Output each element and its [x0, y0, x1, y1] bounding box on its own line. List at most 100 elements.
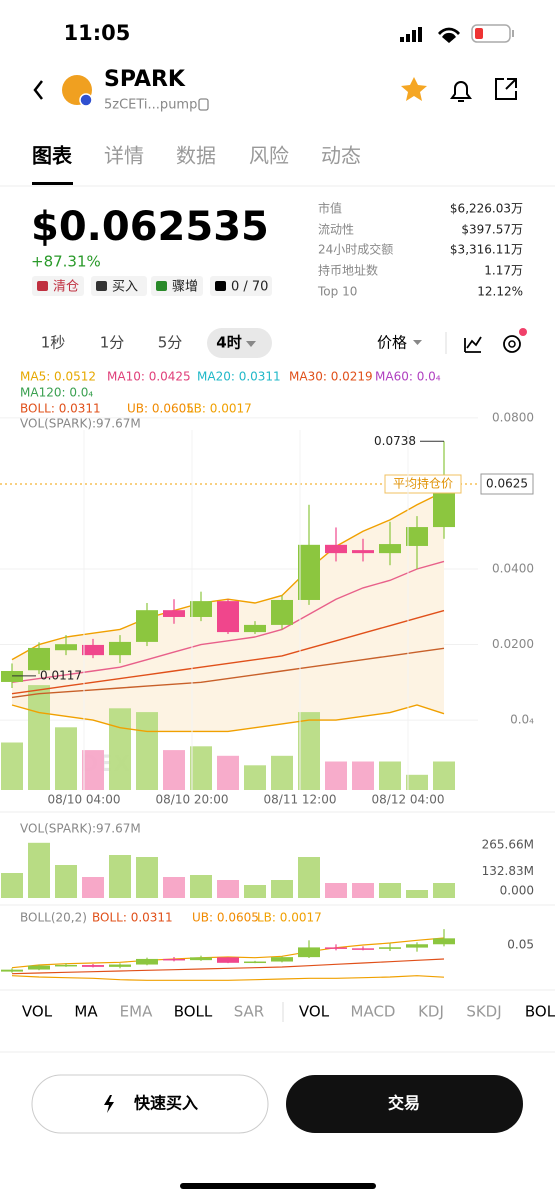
indicator-tab[interactable]: EMA	[120, 1003, 153, 1021]
stat-value: $3,316.11万	[450, 243, 523, 257]
stat-value: $6,226.03万	[450, 202, 523, 216]
boll-tick-label: 0.05	[507, 938, 534, 952]
avg-label: 平均持仓价	[393, 476, 453, 491]
price: $0.062535	[31, 204, 269, 250]
volume-bar	[325, 761, 347, 790]
indicator-icon[interactable]	[464, 336, 482, 353]
interval[interactable]: 4时	[216, 334, 241, 352]
badge	[210, 276, 272, 296]
favorite-star[interactable]	[401, 77, 427, 101]
indicator-tab[interactable]: MACD	[351, 1003, 396, 1021]
badge-icon	[215, 281, 226, 291]
candle-body	[1, 671, 23, 682]
indicator-tab[interactable]: SAR	[234, 1003, 264, 1021]
x-tick-label: 08/11 12:00	[264, 793, 337, 807]
volume-bar	[136, 712, 158, 790]
candle-body	[82, 644, 104, 656]
quick-buy-button[interactable]	[31, 1074, 269, 1134]
indicator-tab[interactable]: VOL	[22, 1003, 53, 1021]
indicator-tab[interactable]: SKDJ	[466, 1003, 501, 1021]
stat-label: Top 10	[317, 285, 357, 299]
volume-bar	[271, 755, 293, 790]
volume-bar	[352, 883, 374, 898]
candle-body	[298, 544, 320, 600]
stat-value: $397.57万	[461, 223, 523, 237]
candle-body	[433, 493, 455, 528]
volume-bar	[163, 750, 185, 790]
candle-body	[109, 964, 131, 967]
indicator-tab[interactable]: BOLL	[174, 1003, 213, 1021]
alert-icon[interactable]	[450, 81, 472, 102]
y-tick-label: 0.0800	[492, 410, 534, 424]
price-menu[interactable]: 价格	[377, 334, 407, 352]
stat-value: 12.12%	[477, 285, 523, 299]
home-indicator	[180, 1183, 376, 1189]
candle-body	[55, 644, 77, 651]
interval-active-bg	[207, 328, 272, 358]
share-icon[interactable]	[495, 78, 517, 100]
tab[interactable]: 数据	[176, 144, 216, 168]
candle-body	[352, 550, 374, 554]
candle-body	[217, 601, 239, 633]
candle-body	[28, 647, 50, 671]
volume-bar	[163, 877, 185, 898]
boll-line	[11, 937, 445, 969]
legend-item: MA120: 0.0₄	[20, 386, 93, 400]
boll-line	[11, 975, 445, 981]
volume-bar	[271, 880, 293, 898]
trade-label: 交易	[388, 1094, 420, 1113]
x-tick-label: 08/12 04:00	[372, 793, 445, 807]
settings-icon[interactable]	[503, 335, 521, 353]
legend-item: LB: 0.0017	[187, 402, 252, 416]
current-price-box	[480, 473, 534, 495]
tab[interactable]: 风险	[249, 144, 289, 168]
candle-body	[55, 964, 77, 967]
candle-body	[217, 957, 239, 963]
boll-line	[11, 958, 445, 975]
status-icons	[400, 24, 514, 43]
y-tick-label: 0.0200	[492, 637, 534, 651]
stat-label: 流动性	[318, 223, 354, 237]
tab[interactable]: 图表	[32, 144, 73, 168]
tab[interactable]: 详情	[104, 144, 144, 168]
volume-panel-title: VOL(SPARK):97.67M	[20, 822, 141, 836]
boll-legend: UB: 0.0605	[192, 911, 259, 925]
status-time: 11:05	[64, 21, 131, 45]
candle-body	[136, 610, 158, 642]
copy-icon[interactable]	[198, 98, 209, 111]
stat-label: 市值	[318, 201, 342, 216]
volume-bar	[28, 685, 50, 790]
indicator-tab[interactable]: BOL	[525, 1003, 555, 1021]
candle-body	[352, 948, 374, 950]
x-tick-label: 08/10 04:00	[48, 793, 121, 807]
indicator-tab[interactable]: VOL	[299, 1003, 330, 1021]
volume-bar	[82, 750, 104, 790]
candle-body	[163, 610, 185, 617]
candle-body	[271, 599, 293, 625]
quick-buy-label: 快速买入	[134, 1094, 198, 1113]
badge-label: 0 / 70	[231, 280, 268, 295]
current-price: 0.0625	[486, 477, 528, 491]
tab-underline	[32, 182, 73, 185]
interval[interactable]: 5分	[158, 334, 183, 352]
tab[interactable]: 动态	[321, 144, 361, 168]
indicator-tab[interactable]: KDJ	[418, 1003, 444, 1021]
trade-button[interactable]	[286, 1075, 523, 1133]
candle-body	[28, 965, 50, 970]
badge-icon	[156, 281, 167, 291]
volume-bar	[352, 761, 374, 790]
volume-bar	[379, 761, 401, 790]
badge-label: 骤增	[172, 280, 198, 295]
interval[interactable]: 1秒	[41, 334, 66, 352]
token-address: 5zCETi...pump	[104, 98, 197, 113]
volume-bar	[109, 708, 131, 790]
interval[interactable]: 1分	[100, 334, 125, 352]
back-button[interactable]	[33, 80, 43, 100]
candle-body	[433, 938, 455, 945]
indicator-tab[interactable]: MA	[74, 1003, 98, 1021]
volume-bar	[379, 883, 401, 898]
notification-dot	[519, 328, 527, 336]
dropdown-arrow	[413, 340, 422, 345]
volume-bar	[298, 712, 320, 790]
